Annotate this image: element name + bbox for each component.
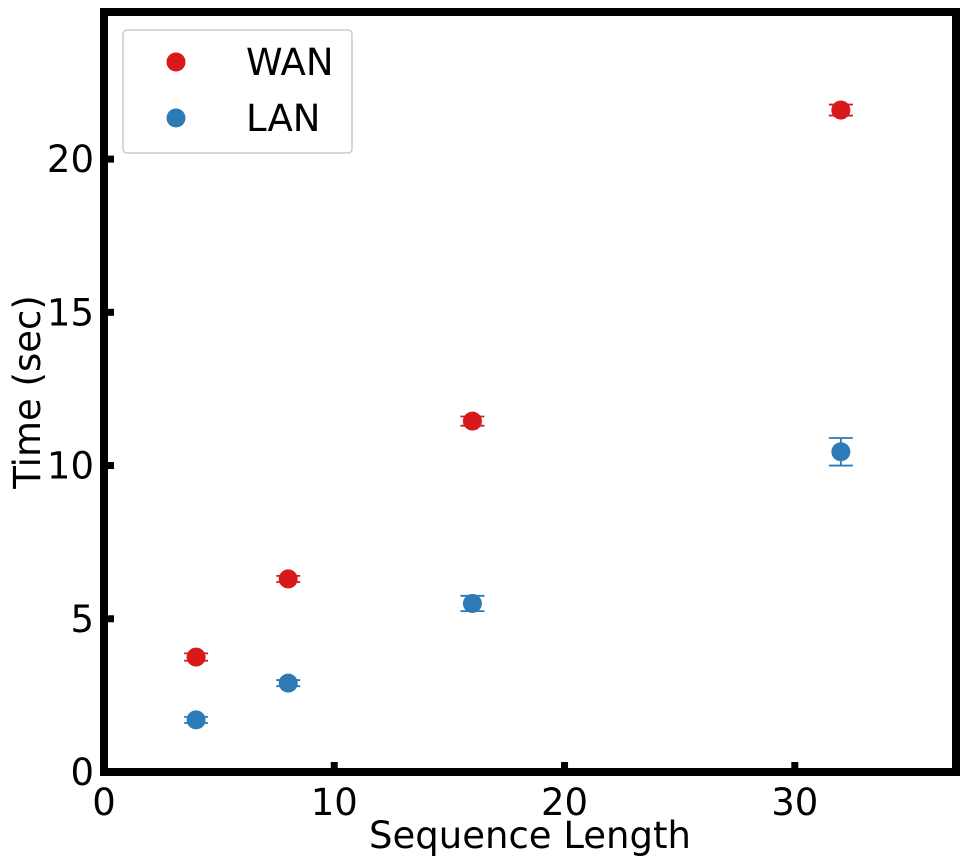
y-tick-label-0: 0 [70, 751, 94, 794]
y-tick-label-5: 5 [70, 598, 94, 641]
legend-marker-wan [166, 52, 186, 72]
series-wan [184, 100, 853, 667]
plot-frame [100, 8, 960, 776]
legend-label-lan: LAN [246, 97, 320, 140]
y-tick-label-20: 20 [47, 138, 94, 181]
lan-point-3 [831, 442, 851, 462]
x-tick-label-30: 30 [771, 781, 818, 824]
y-tick-label-15: 15 [47, 291, 94, 334]
y-tick-label-10: 10 [47, 445, 94, 488]
x-tick-label-10: 10 [311, 781, 358, 824]
legend-label-wan: WAN [246, 41, 334, 84]
lan-point-2 [462, 593, 482, 613]
series-lan [184, 437, 853, 730]
axis-ticks: 0 10 20 30 0 5 10 15 20 [47, 138, 818, 824]
legend-marker-lan [166, 108, 186, 128]
plot-marks [184, 100, 853, 730]
x-tick-label-20: 20 [541, 781, 588, 824]
wan-point-3 [831, 100, 851, 120]
lan-point-1 [278, 673, 298, 693]
lan-point-0 [186, 710, 206, 730]
wan-point-0 [186, 647, 206, 667]
legend: WAN LAN [122, 29, 353, 154]
wan-point-1 [278, 569, 298, 589]
wan-point-2 [462, 411, 482, 431]
x-axis-label: Sequence Length [369, 814, 691, 857]
x-tick-label-0: 0 [92, 781, 116, 824]
y-axis-label: Time (sec) [6, 295, 49, 490]
